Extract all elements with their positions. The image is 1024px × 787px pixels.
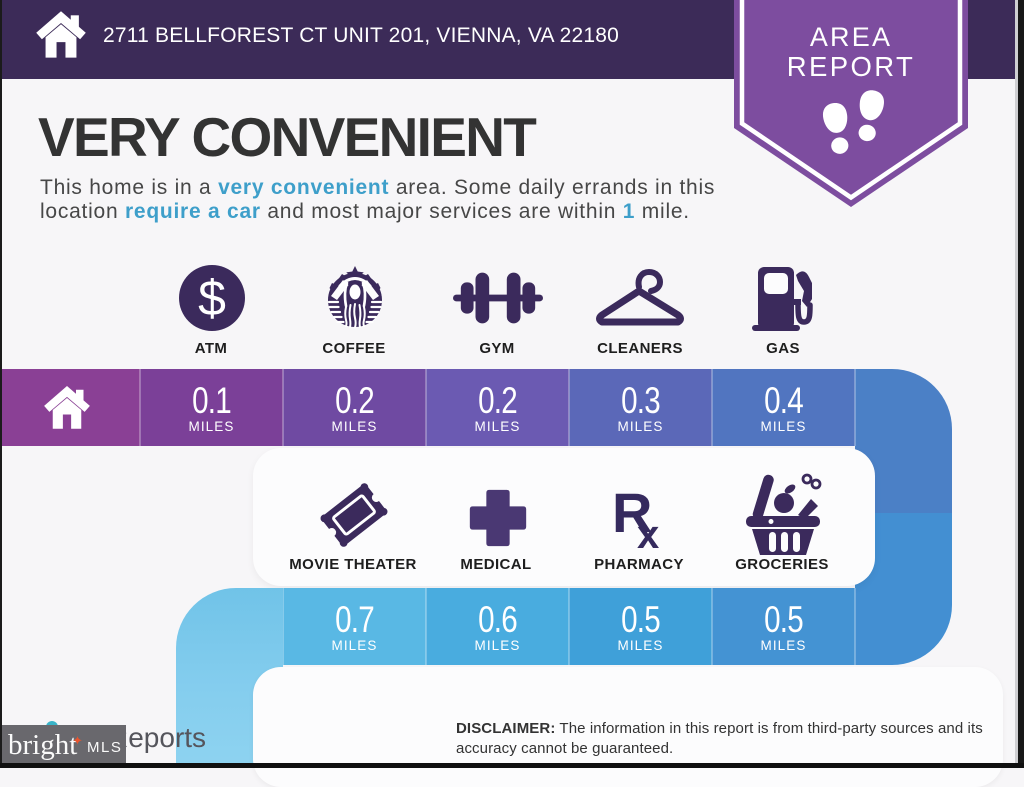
svg-text:$: $ [198, 270, 226, 326]
svg-text:R: R [612, 482, 652, 544]
svg-text:REPORT: REPORT [787, 51, 916, 82]
svg-text:x: x [637, 513, 659, 554]
svg-text:AREA: AREA [810, 22, 892, 52]
